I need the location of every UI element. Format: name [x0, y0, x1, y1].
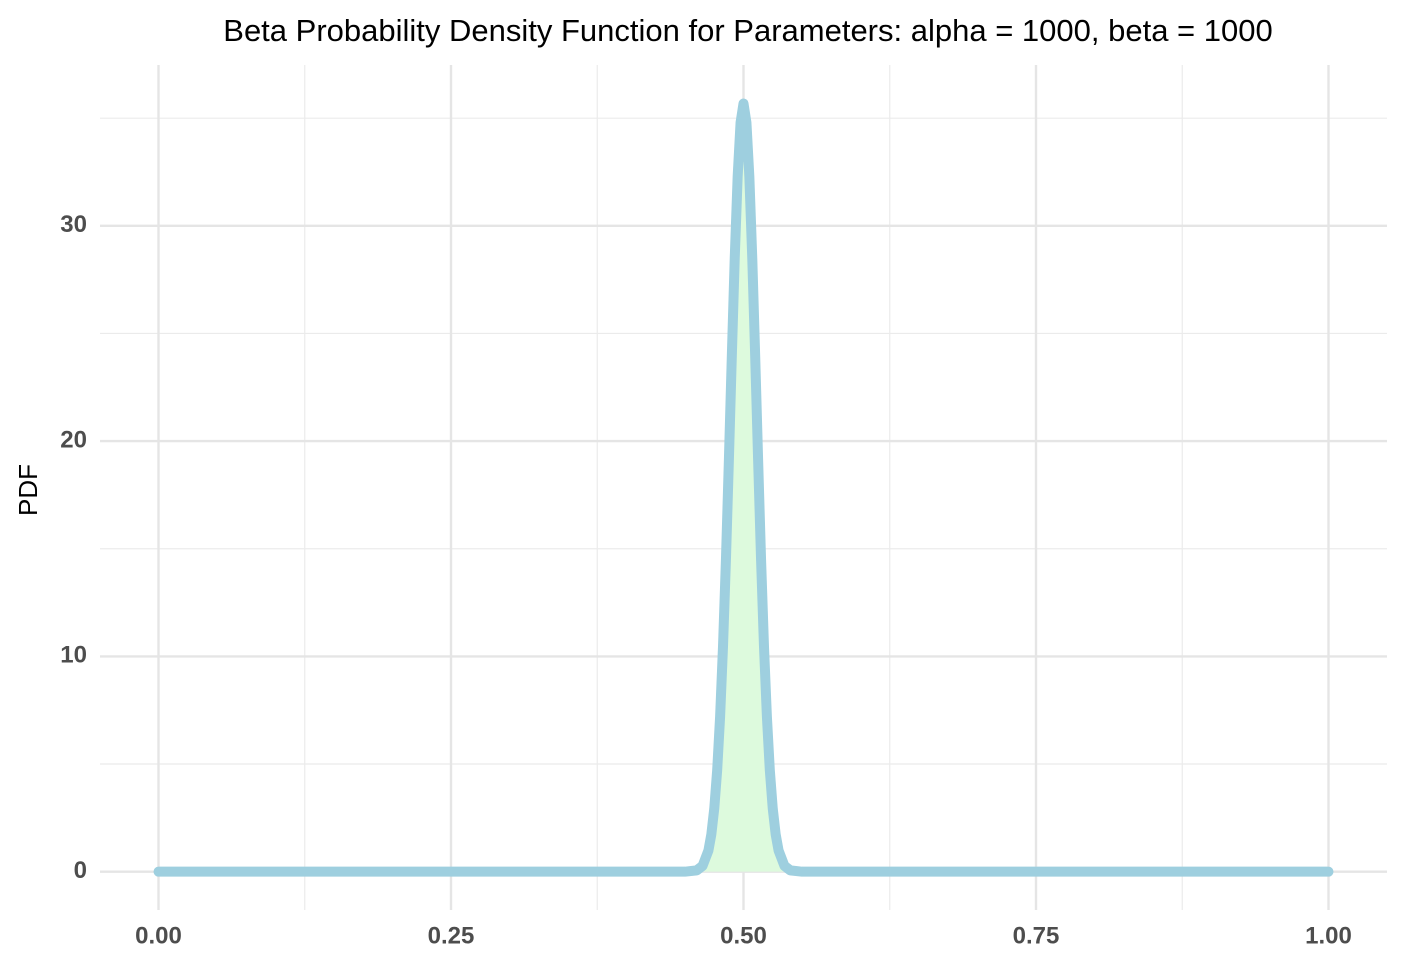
- pdf-line: [153, 98, 1334, 877]
- area-fill: [158, 103, 1329, 872]
- chart-title: Beta Probability Density Function for Pa…: [223, 13, 1272, 48]
- x-tick-label: 0.50: [720, 922, 767, 949]
- y-tick-label: 10: [60, 642, 87, 669]
- y-tick-label: 0: [74, 857, 87, 884]
- y-tick-label: 20: [60, 426, 87, 453]
- x-tick-label: 0.00: [135, 922, 182, 949]
- y-axis-label: PDF: [13, 464, 43, 516]
- x-tick-label: 0.75: [1013, 922, 1060, 949]
- x-tick-label: 1.00: [1305, 922, 1352, 949]
- y-tick-label: 30: [60, 211, 87, 238]
- x-tick-label: 0.25: [428, 922, 475, 949]
